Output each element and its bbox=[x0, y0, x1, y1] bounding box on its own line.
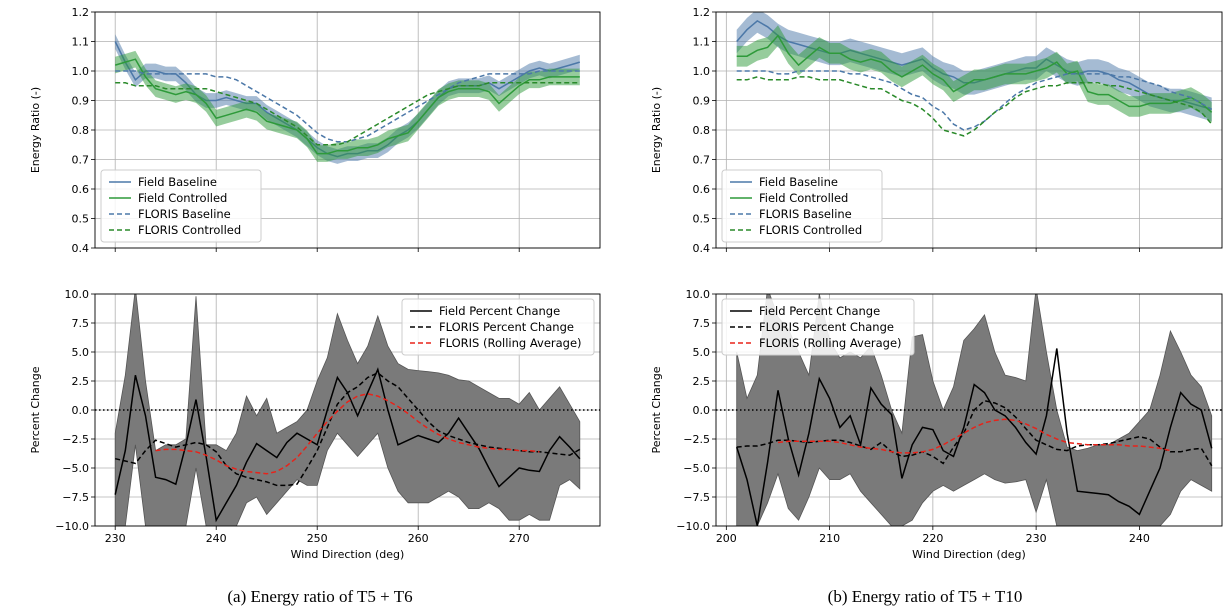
y-tick-label: 1.0 bbox=[72, 65, 90, 78]
y-axis-label: Energy Ratio (-) bbox=[650, 87, 663, 173]
y-tick-label: 0.5 bbox=[693, 213, 711, 226]
y-tick-label: −10.0 bbox=[676, 520, 710, 533]
y-tick-label: −10.0 bbox=[55, 520, 89, 533]
y-tick-label: 1.0 bbox=[693, 65, 711, 78]
y-tick-label: 1.2 bbox=[72, 6, 90, 19]
series-floris-controlled bbox=[736, 76, 1213, 137]
y-tick-label: 0.9 bbox=[693, 95, 711, 108]
series-floris-controlled bbox=[115, 82, 580, 146]
legend-box bbox=[721, 298, 915, 356]
legend-label-field-controlled: Field Controlled bbox=[138, 191, 227, 205]
y-tick-label: −5.0 bbox=[683, 462, 710, 475]
y-tick-label: 0.9 bbox=[72, 95, 90, 108]
y-tick-label: 0.4 bbox=[693, 242, 711, 255]
legend-label-field-baseline: Field Baseline bbox=[759, 175, 838, 189]
x-tick-label: 210 bbox=[819, 532, 840, 545]
legend: Field Baseline Field Controlled FLORIS Bas… bbox=[100, 169, 262, 243]
series-floris-rolling-average bbox=[155, 393, 540, 475]
x-tick-label: 260 bbox=[408, 532, 429, 545]
panel-a-top: 0.4 0.5 0.6 0.7 0.8 0.9 1.0 1.1 1.2 Energy Ratio … bbox=[29, 6, 601, 255]
caption-b: (b) Energy ratio of T5 + T10 bbox=[828, 587, 1023, 606]
x-tick-label: 240 bbox=[206, 532, 227, 545]
series-field-percent-change bbox=[735, 348, 1213, 526]
y-tick-label: 0.5 bbox=[72, 213, 90, 226]
panel-b-bottom: 200 210 220 230 240 −10.0 −7.5 −5.0 −2.5 0.0 2.5 5.… bbox=[650, 288, 1223, 561]
series-field-controlled bbox=[736, 34, 1213, 113]
caption-a: (a) Energy ratio of T5 + T6 bbox=[227, 587, 412, 606]
y-tick-label: −2.5 bbox=[683, 433, 710, 446]
y-tick-label: −5.0 bbox=[62, 462, 89, 475]
y-axis-label: Percent Change bbox=[29, 366, 42, 453]
series-floris-rolling-average bbox=[777, 418, 1171, 454]
y-tick-label: 0.6 bbox=[693, 183, 711, 196]
y-tick-label: 0.0 bbox=[72, 404, 90, 417]
legend-box bbox=[100, 169, 262, 243]
series-floris-percent-change bbox=[736, 399, 1213, 467]
legend-label-floris-baseline: FLORIS Baseline bbox=[759, 207, 852, 221]
y-tick-label: 1.2 bbox=[693, 6, 711, 19]
x-tick-label: 230 bbox=[105, 532, 126, 545]
y-tick-label: 10.0 bbox=[686, 288, 711, 301]
band-field-controlled bbox=[736, 25, 1212, 123]
y-tick-label: 10.0 bbox=[65, 288, 90, 301]
y-tick-label: 5.0 bbox=[72, 346, 90, 359]
y-tick-label: 5.0 bbox=[693, 346, 711, 359]
legend: Field Baseline Field Controlled FLORIS Bas… bbox=[721, 169, 883, 243]
series-field-controlled bbox=[114, 58, 580, 155]
x-tick-label: 240 bbox=[1129, 532, 1150, 545]
legend-box bbox=[401, 298, 595, 356]
legend: Field Percent Change FLORIS Percent Chang… bbox=[721, 298, 915, 356]
x-tick-label: 220 bbox=[922, 532, 943, 545]
y-tick-label: 0.8 bbox=[72, 124, 90, 137]
y-tick-label: 1.1 bbox=[72, 36, 90, 49]
legend-label-field-percent-change: Field Percent Change bbox=[759, 304, 880, 318]
series-floris-percent-change bbox=[115, 372, 581, 487]
y-tick-label: 0.7 bbox=[693, 154, 711, 167]
x-tick-label: 250 bbox=[307, 532, 328, 545]
y-tick-label: 2.5 bbox=[72, 375, 90, 388]
y-tick-label: 7.5 bbox=[693, 317, 711, 330]
x-tick-label: 200 bbox=[716, 532, 737, 545]
y-tick-label: −7.5 bbox=[683, 491, 710, 504]
band-field-controlled bbox=[115, 50, 580, 162]
legend-label-floris-percent-change: FLORIS Percent Change bbox=[439, 320, 574, 334]
legend-box bbox=[721, 169, 883, 243]
x-axis-label: Wind Direction (deg) bbox=[291, 548, 405, 561]
y-tick-label: 0.6 bbox=[72, 183, 90, 196]
y-tick-label: 0.4 bbox=[72, 242, 90, 255]
y-tick-label: −2.5 bbox=[62, 433, 89, 446]
y-tick-label: −7.5 bbox=[62, 491, 89, 504]
legend-label-field-baseline: Field Baseline bbox=[138, 175, 217, 189]
y-tick-label: 7.5 bbox=[72, 317, 90, 330]
x-tick-label: 230 bbox=[1026, 532, 1047, 545]
y-tick-label: 0.0 bbox=[693, 404, 711, 417]
y-tick-label: 0.8 bbox=[693, 124, 711, 137]
legend: Field Percent Change FLORIS Percent Chang… bbox=[401, 298, 595, 356]
legend-label-floris-rolling-average: FLORIS (Rolling Average) bbox=[439, 336, 582, 350]
legend-label-field-controlled: Field Controlled bbox=[759, 191, 848, 205]
legend-label-floris-percent-change: FLORIS Percent Change bbox=[759, 320, 894, 334]
y-axis-label: Energy Ratio (-) bbox=[29, 87, 42, 173]
legend-label-floris-controlled: FLORIS Controlled bbox=[138, 223, 241, 237]
y-tick-label: 0.7 bbox=[72, 154, 90, 167]
y-axis-label: Percent Change bbox=[650, 366, 663, 453]
legend-label-floris-rolling-average: FLORIS (Rolling Average) bbox=[759, 336, 902, 350]
legend-label-field-percent-change: Field Percent Change bbox=[439, 304, 560, 318]
x-tick-label: 270 bbox=[509, 532, 530, 545]
y-tick-label: 1.1 bbox=[693, 36, 711, 49]
legend-label-floris-controlled: FLORIS Controlled bbox=[759, 223, 862, 237]
panel-a-bottom: 230 240 250 260 270 −10.0 −7.5 −5.0 −2.5 0.0 2.5 5.… bbox=[29, 288, 601, 561]
legend-label-floris-baseline: FLORIS Baseline bbox=[138, 207, 231, 221]
panel-b-top: 0.4 0.5 0.6 0.7 0.8 0.9 1.0 1.1 1.2 Energy Ratio … bbox=[650, 6, 1223, 255]
y-tick-label: 2.5 bbox=[693, 375, 711, 388]
x-axis-label: Wind Direction (deg) bbox=[912, 548, 1026, 561]
